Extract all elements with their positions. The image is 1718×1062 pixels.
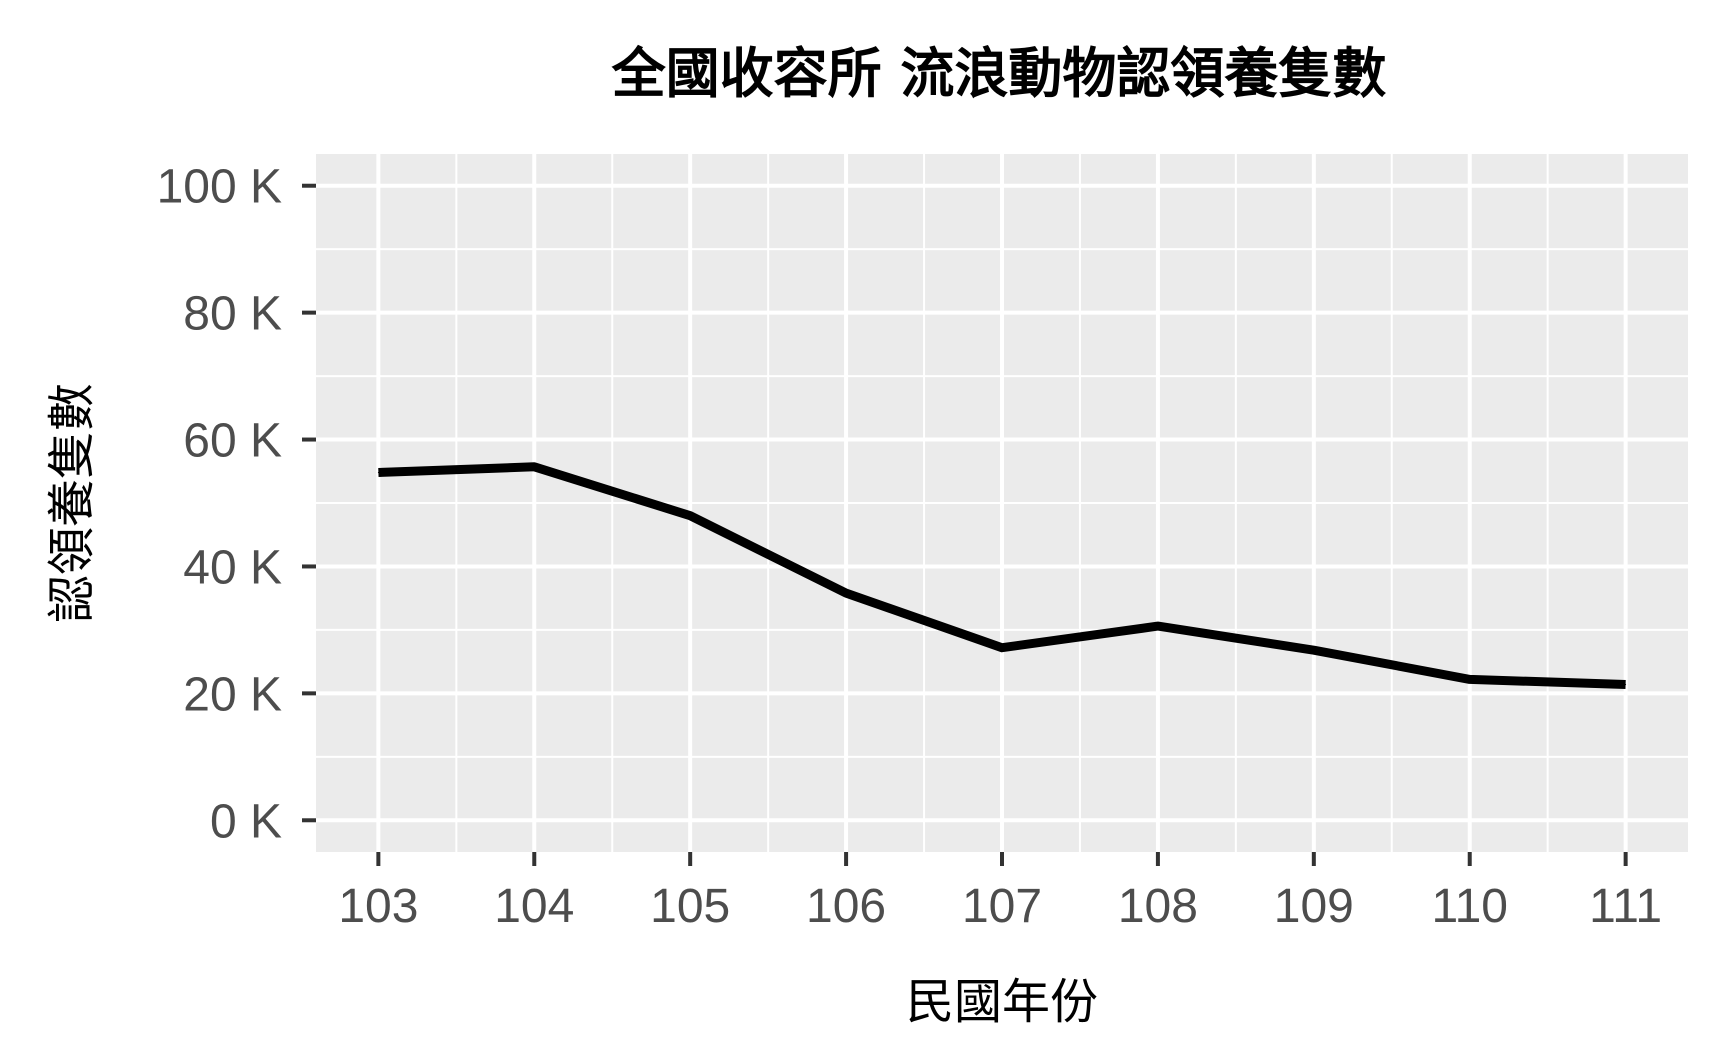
data-point <box>1157 625 1159 627</box>
y-tick-label: 100 K <box>157 161 282 214</box>
x-tick-label: 111 <box>1589 880 1662 933</box>
x-tick-label: 107 <box>962 880 1042 933</box>
data-point <box>845 592 847 594</box>
series-layer <box>377 462 1627 689</box>
data-point <box>689 515 691 517</box>
x-tick-label: 108 <box>1118 880 1198 933</box>
y-tick-label: 20 K <box>183 668 282 721</box>
x-axis: 103 104 105 106 107 108 109 110 111 <box>338 852 1662 933</box>
x-tick-label: 104 <box>494 880 574 933</box>
x-tick-label: 103 <box>338 880 418 933</box>
data-point <box>1001 647 1003 649</box>
x-tick-label: 110 <box>1431 880 1508 933</box>
data-point <box>1313 649 1315 651</box>
x-tick-label: 105 <box>650 880 730 933</box>
data-point <box>1469 678 1471 680</box>
x-tick-label: 106 <box>806 880 886 933</box>
y-tick-label: 0 K <box>210 795 282 848</box>
y-axis: 0 K 20 K 40 K 60 K 80 K 100 K <box>157 161 316 848</box>
major-gridlines <box>316 154 1688 852</box>
y-tick-label: 80 K <box>183 288 282 341</box>
y-tick-label: 60 K <box>183 415 282 468</box>
y-axis-title: 認領養隻數 <box>44 383 100 623</box>
data-point <box>377 472 379 474</box>
y-tick-label: 40 K <box>183 541 282 594</box>
x-axis-title: 民國年份 <box>906 974 1098 1030</box>
x-tick-label: 109 <box>1274 880 1354 933</box>
chart-title: 全國收容所 流浪動物認領養隻數 <box>611 42 1387 105</box>
data-point <box>1625 683 1627 685</box>
data-point <box>533 466 535 468</box>
